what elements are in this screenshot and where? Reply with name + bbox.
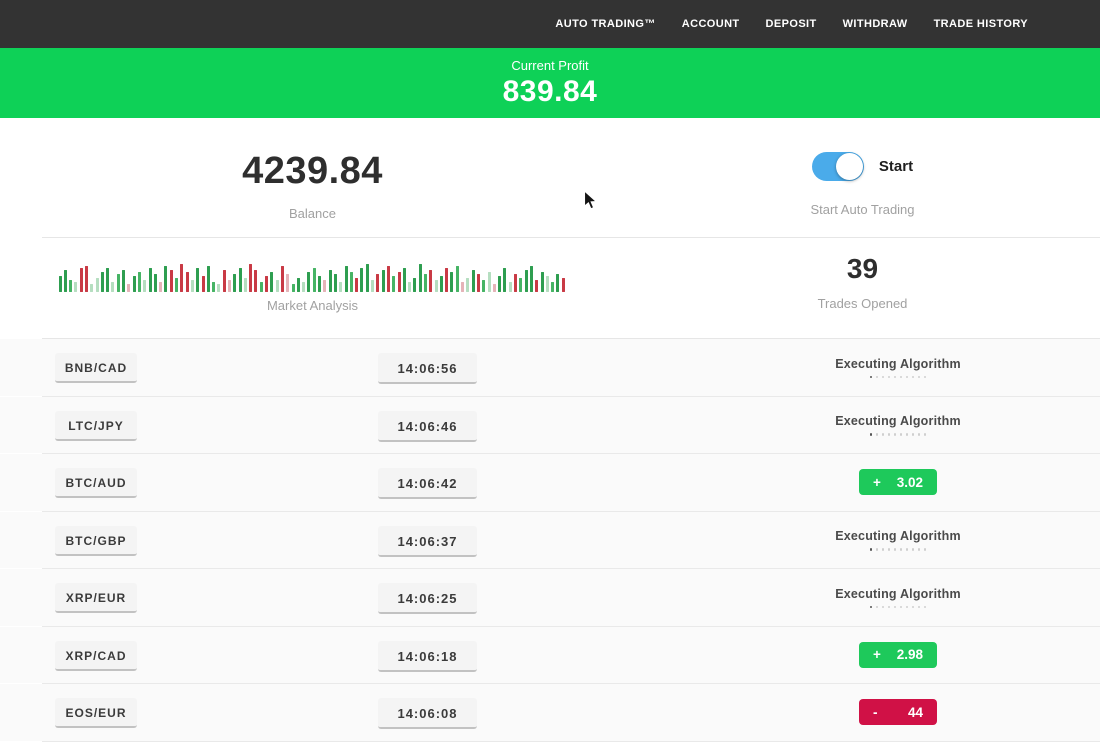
section-divider [42, 338, 1100, 339]
profit-value: 839.84 [502, 74, 598, 108]
row-divider [42, 683, 1100, 684]
time-badge: 14:06:56 [378, 353, 477, 384]
result-value: 44 [907, 704, 923, 720]
time-badge: 14:06:37 [378, 525, 477, 557]
trade-list: BNB/CAD 14:06:56 Executing Algorithm LTC… [0, 339, 1100, 742]
auto-trading-label: Start Auto Trading [810, 202, 915, 217]
market-analysis-label: Market Analysis [266, 298, 359, 313]
time-badge: 14:06:08 [378, 698, 477, 729]
time-badge: 14:06:18 [378, 640, 477, 672]
trade-row: BTC/GBP 14:06:37 Executing Algorithm [0, 511, 1100, 569]
time-badge: 14:06:42 [378, 468, 477, 499]
auto-trading-toggle[interactable] [811, 152, 864, 181]
nav-item-auto-trading[interactable]: AUTO TRADING™ [555, 18, 656, 30]
top-nav: AUTO TRADING™ ACCOUNT DEPOSIT WITHDRAW TRADE… [0, 0, 1100, 48]
result-sign: + [873, 474, 881, 490]
result-value: 3.02 [896, 474, 923, 490]
row-divider [42, 568, 1100, 569]
pair-badge[interactable]: BTC/GBP [55, 525, 137, 556]
row-divider [42, 395, 1100, 397]
market-analysis-section: Market Analysis [0, 238, 625, 338]
result-badge: + 2.98 [859, 641, 937, 668]
executing-status: Executing Algorithm [835, 356, 961, 378]
trade-status: Executing Algorithm [790, 397, 1006, 454]
trade-row: XRP/CAD 14:06:18 + 2.98 [0, 626, 1100, 684]
result-badge: - 44 [859, 699, 937, 726]
executing-status: Executing Algorithm [835, 586, 961, 608]
progress-dots-icon [835, 375, 961, 378]
executing-label: Executing Algorithm [835, 356, 961, 371]
time-badge: 14:06:46 [378, 410, 477, 442]
trades-opened-label: Trades Opened [817, 296, 908, 311]
progress-dots-icon [835, 605, 961, 608]
result-sign: - [873, 704, 878, 720]
pair-badge[interactable]: XRP/CAD [55, 640, 137, 671]
progress-dots-icon [835, 548, 961, 551]
row-divider [42, 510, 1100, 512]
nav-item-trade-history[interactable]: TRADE HISTORY [933, 18, 1028, 30]
nav-item-account[interactable]: ACCOUNT [681, 18, 740, 30]
pair-badge[interactable]: LTC/JPY [55, 410, 137, 441]
trade-row: EOS/EUR 14:06:08 - 44 [0, 684, 1100, 741]
executing-status: Executing Algorithm [835, 414, 961, 436]
trade-status: Executing Algorithm [790, 512, 1006, 569]
executing-label: Executing Algorithm [835, 529, 961, 543]
progress-dots-icon [835, 433, 961, 436]
trade-row: BTC/AUD 14:06:42 + 3.02 [0, 454, 1100, 511]
balance-value: 4239.84 [242, 150, 383, 192]
nav-item-deposit[interactable]: DEPOSIT [765, 18, 817, 30]
market-analysis-chart [58, 260, 567, 292]
trade-status: - 44 [790, 684, 1006, 741]
section-divider [42, 237, 1100, 238]
trades-opened-section: 39 Trades Opened [625, 238, 1100, 338]
nav-item-withdraw[interactable]: WITHDRAW [842, 18, 908, 30]
pair-badge[interactable]: BNB/CAD [55, 353, 137, 383]
result-value: 2.98 [896, 647, 923, 663]
row-divider [42, 740, 1100, 742]
row-divider [42, 625, 1100, 627]
result-sign: + [873, 647, 881, 663]
time-badge: 14:06:25 [378, 583, 477, 614]
trade-status: + 3.02 [790, 454, 1006, 511]
trade-row: LTC/JPY 14:06:46 Executing Algorithm [0, 396, 1100, 454]
pair-badge[interactable]: XRP/EUR [55, 583, 137, 613]
trade-status: + 2.98 [790, 627, 1006, 684]
toggle-label: Start [878, 158, 914, 175]
auto-trading-section: Start Start Auto Trading [625, 118, 1100, 237]
trade-status: Executing Algorithm [790, 339, 1006, 396]
pair-badge[interactable]: BTC/AUD [55, 468, 137, 498]
row-divider [42, 453, 1100, 454]
trade-status: Executing Algorithm [790, 569, 1006, 626]
executing-label: Executing Algorithm [835, 414, 961, 428]
executing-status: Executing Algorithm [835, 529, 961, 551]
pair-badge[interactable]: EOS/EUR [55, 698, 137, 728]
trades-opened-value: 39 [846, 253, 879, 284]
toggle-knob [835, 153, 863, 180]
stats-row-top: 4239.84 Balance Start Start Auto Trading [0, 118, 1100, 237]
balance-label: Balance [289, 206, 336, 221]
trade-row: XRP/EUR 14:06:25 Executing Algorithm [0, 569, 1100, 626]
trade-row: BNB/CAD 14:06:56 Executing Algorithm [0, 339, 1100, 396]
stats-row-bottom: Market Analysis 39 Trades Opened [0, 238, 1100, 338]
balance-section: 4239.84 Balance [0, 118, 625, 237]
result-badge: + 3.02 [859, 469, 937, 496]
profit-label: Current Profit [511, 57, 589, 73]
profit-banner: Current Profit 839.84 [0, 48, 1100, 118]
executing-label: Executing Algorithm [835, 586, 961, 601]
